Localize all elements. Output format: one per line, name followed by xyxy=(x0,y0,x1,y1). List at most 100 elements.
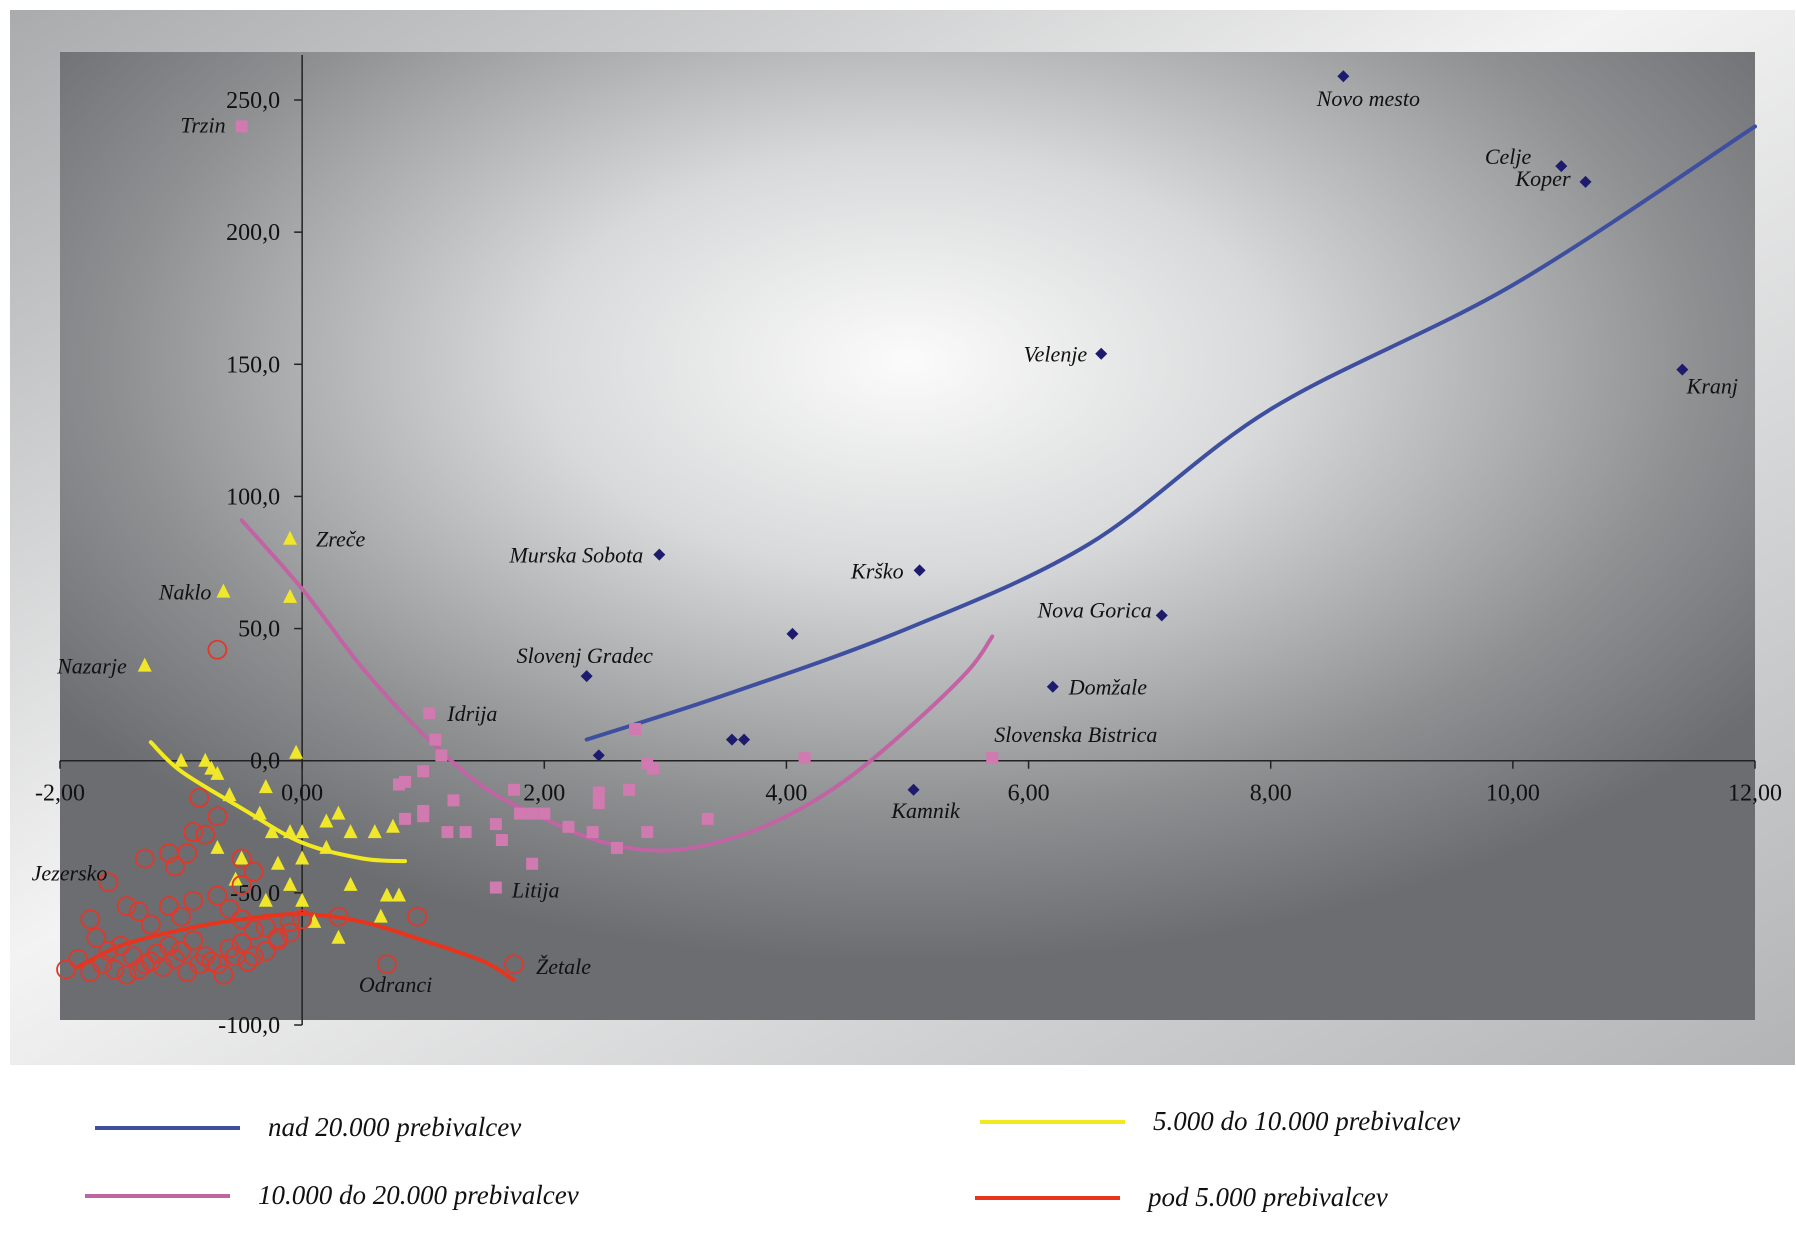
data-point-series-3 xyxy=(255,917,276,938)
data-point-series-3 xyxy=(140,951,161,972)
data-point-series-3 xyxy=(56,959,76,980)
trend-lines xyxy=(76,124,1757,983)
legend-swatch xyxy=(975,1195,1120,1200)
legend-swatch xyxy=(85,1193,230,1198)
data-point-series-1 xyxy=(235,120,248,133)
point-label: Jezersko xyxy=(32,860,108,885)
x-tick-label: 12,00 xyxy=(1728,781,1782,807)
legend-label: 10.000 do 20.000 prebivalcev xyxy=(258,1180,579,1210)
data-point-series-1 xyxy=(459,826,472,839)
data-point-series-1 xyxy=(435,749,448,762)
data-point-series-0 xyxy=(725,733,738,746)
legend: nad 20.000 prebivalcev 10.000 do 20.000 p… xyxy=(0,1070,1796,1230)
data-point-series-0 xyxy=(738,733,751,746)
point-label: Slovenj Gradec xyxy=(517,643,653,668)
data-point-series-1 xyxy=(429,733,442,746)
point-label: Nazarje xyxy=(56,654,127,679)
y-tick-label: 50,0 xyxy=(238,617,280,643)
point-label: Velenje xyxy=(1024,342,1088,367)
data-point-series-1 xyxy=(526,857,539,870)
data-point-series-3 xyxy=(504,954,524,975)
data-point-series-3 xyxy=(219,898,240,919)
data-point-series-2 xyxy=(379,887,394,902)
data-point-series-3 xyxy=(231,875,252,895)
plot-area xyxy=(60,52,1755,1020)
x-tick-label: 10,00 xyxy=(1486,781,1540,807)
data-point-series-2 xyxy=(258,779,273,794)
data-point-series-2 xyxy=(392,887,406,902)
data-point-series-2 xyxy=(264,824,279,839)
point-label: Kranj xyxy=(1686,374,1738,399)
data-point-series-2 xyxy=(283,824,298,839)
point-label: Trzin xyxy=(180,112,225,137)
data-point-series-2 xyxy=(319,839,334,854)
data-point-series-2 xyxy=(307,913,322,928)
data-point-series-1 xyxy=(592,786,605,799)
legend-item-series-0: nad 20.000 prebivalcev xyxy=(95,1112,521,1143)
data-point-series-3 xyxy=(328,906,349,927)
data-point-series-3 xyxy=(243,861,264,882)
x-tick-label: 2,00 xyxy=(523,781,565,807)
data-point-series-1 xyxy=(629,723,642,735)
point-label: Celje xyxy=(1485,144,1532,169)
point-label: Koper xyxy=(1515,166,1571,191)
legend-item-series-2: 5.000 do 10.000 prebivalcev xyxy=(980,1106,1460,1137)
data-point-series-1 xyxy=(592,797,605,809)
legend-swatch xyxy=(95,1125,240,1130)
data-point-series-3 xyxy=(213,964,234,985)
data-point-series-3 xyxy=(237,951,258,972)
point-label: Kamnik xyxy=(890,798,961,823)
data-point-series-3 xyxy=(195,824,216,845)
data-point-series-1 xyxy=(538,807,551,820)
data-point-series-1 xyxy=(586,826,599,839)
data-point-series-3 xyxy=(128,901,149,922)
x-tick-label: 4,00 xyxy=(765,781,807,807)
point-label: Odranci xyxy=(359,972,432,997)
data-point-series-0 xyxy=(1155,609,1168,622)
data-point-series-3 xyxy=(183,930,204,951)
data-point-series-3 xyxy=(86,927,107,948)
data-point-series-1 xyxy=(399,812,412,825)
data-point-series-2 xyxy=(343,824,358,839)
data-point-series-2 xyxy=(198,752,213,767)
data-point-series-2 xyxy=(319,813,334,828)
data-point-series-1 xyxy=(495,834,508,846)
data-point-series-3 xyxy=(376,954,397,975)
data-point-series-2 xyxy=(283,876,298,891)
data-point-series-1 xyxy=(647,762,660,775)
data-point-series-2 xyxy=(204,760,219,775)
y-tick-label: 0,0 xyxy=(250,749,280,775)
data-point-series-2 xyxy=(289,744,304,759)
data-point-series-1 xyxy=(623,783,636,796)
data-point-series-0 xyxy=(913,564,926,577)
data-point-series-1 xyxy=(562,820,575,833)
data-point-series-3 xyxy=(243,919,264,940)
data-point-series-3 xyxy=(116,896,137,916)
data-point-series-3 xyxy=(255,941,276,961)
y-tick-label: 100,0 xyxy=(226,484,280,510)
data-point-series-3 xyxy=(231,909,252,930)
data-point-series-3 xyxy=(407,906,428,927)
data-point-series-3 xyxy=(98,872,119,893)
x-tick-label: 6,00 xyxy=(1008,781,1050,807)
data-point-series-3 xyxy=(159,896,179,916)
data-point-series-2 xyxy=(222,787,237,802)
data-point-series-2 xyxy=(373,908,388,923)
point-label: Litija xyxy=(511,878,560,903)
data-point-series-1 xyxy=(393,778,405,791)
data-point-series-3 xyxy=(98,941,119,961)
data-point-series-2 xyxy=(385,818,400,833)
point-label: Nova Gorica xyxy=(1036,597,1151,622)
data-point-series-0 xyxy=(786,627,799,640)
data-point-series-1 xyxy=(798,752,811,765)
data-point-series-2 xyxy=(343,876,358,891)
y-tick-label: 150,0 xyxy=(226,352,280,378)
data-point-series-3 xyxy=(231,848,252,869)
data-point-series-3 xyxy=(292,909,313,930)
data-point-series-2 xyxy=(295,892,310,907)
trend-line-series-0 xyxy=(584,124,1757,742)
data-point-series-2 xyxy=(283,530,298,545)
legend-swatch xyxy=(980,1119,1125,1124)
data-point-series-2 xyxy=(258,892,273,907)
